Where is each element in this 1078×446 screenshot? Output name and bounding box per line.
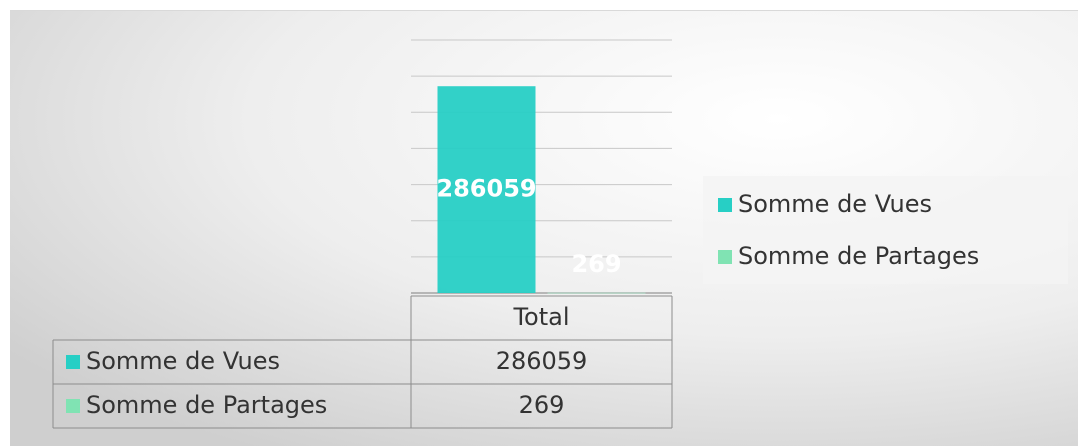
data-label: 269 (571, 250, 621, 278)
legend-label: Somme de Vues (738, 190, 932, 218)
legend-swatch (718, 250, 732, 264)
data-label: 286059 (436, 175, 536, 203)
table-swatch (66, 355, 80, 369)
table-swatch (66, 399, 80, 413)
bar (547, 292, 646, 294)
table-header: Total (512, 303, 569, 331)
table-cell: 286059 (496, 347, 588, 375)
table-row-label: Somme de Vues (86, 347, 280, 375)
table-row-label: Somme de Partages (86, 391, 327, 419)
legend-box (703, 176, 1068, 284)
table-cell: 269 (519, 391, 565, 419)
legend-label: Somme de Partages (738, 242, 979, 270)
legend-swatch (718, 198, 732, 212)
bar (437, 86, 536, 293)
